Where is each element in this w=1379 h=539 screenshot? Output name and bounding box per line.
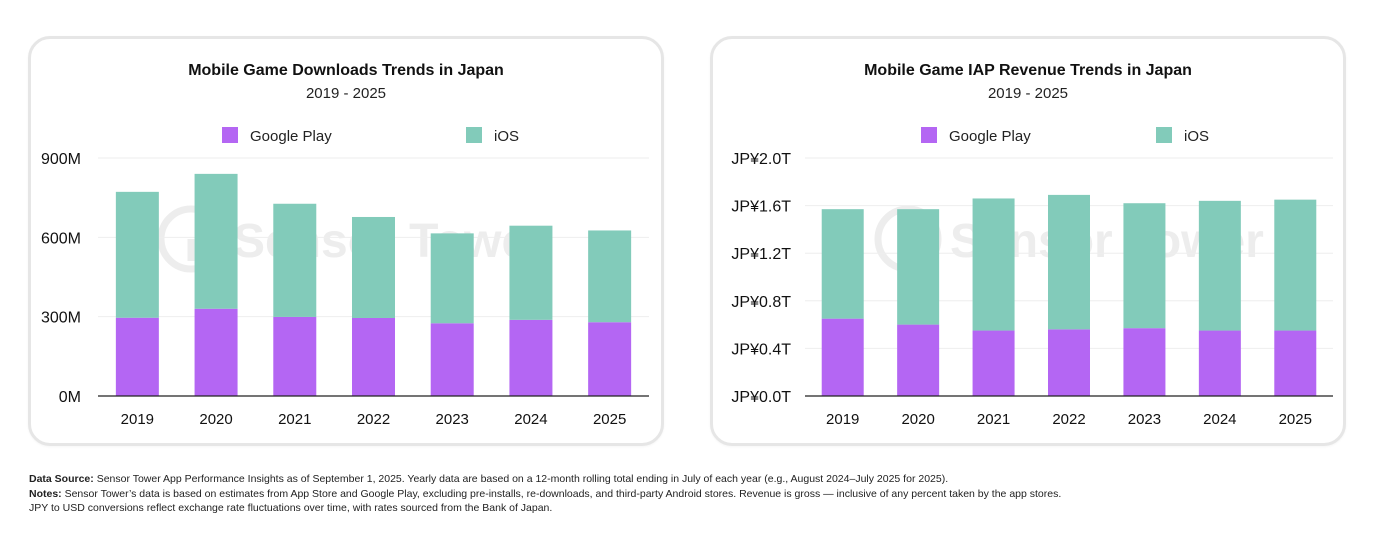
bar-google-play-2019 (821, 318, 864, 396)
data-source-note: Data Source: Sensor Tower App Performanc… (29, 472, 1349, 487)
x-tick-label: 2021 (278, 411, 311, 428)
legend-swatch-ios (466, 127, 482, 143)
bar-google-play-2020 (194, 308, 238, 396)
legend: Google Play iOS (222, 127, 519, 145)
chart-subtitle: 2019 - 2025 (988, 85, 1068, 102)
footnotes: Data Source: Sensor Tower App Performanc… (29, 472, 1349, 516)
legend-label-google-play: Google Play (949, 128, 1031, 145)
legend-label-ios: iOS (1184, 128, 1209, 145)
bar-google-play-2025 (588, 322, 632, 396)
bar-google-play-2021 (972, 330, 1015, 396)
bar-google-play-2025 (1274, 330, 1317, 396)
bar-ios-2024 (509, 225, 553, 320)
legend-swatch-ios (1156, 127, 1172, 143)
y-tick-label: JP¥1.6T (731, 199, 791, 216)
x-tick-label: 2021 (977, 411, 1010, 428)
conversion-note: JPY to USD conversions reflect exchange … (29, 502, 553, 515)
revenue-chart-card: Sensor Tower Mobile Game IAP Revenue Tren… (710, 36, 1346, 446)
legend-swatch-google-play (222, 127, 238, 143)
x-tick-label: 2024 (514, 411, 547, 428)
y-tick-label: 0M (59, 389, 81, 406)
y-tick-label: 900M (41, 151, 81, 168)
bar-ios-2023 (1123, 203, 1166, 329)
x-tick-label: 2024 (1203, 411, 1236, 428)
bar-ios-2025 (588, 230, 632, 323)
bar-ios-2019 (115, 191, 159, 318)
bar-ios-2021 (273, 203, 317, 317)
y-tick-label: JP¥1.2T (731, 246, 791, 263)
notes-note: Notes: Sensor Tower’s data is based on e… (29, 487, 1349, 502)
x-tick-label: 2022 (1052, 411, 1085, 428)
x-tick-label: 2025 (1279, 411, 1312, 428)
x-tick-label: 2020 (199, 411, 232, 428)
bar-ios-2022 (352, 216, 395, 318)
bar-google-play-2023 (1123, 328, 1166, 396)
y-tick-label: 600M (41, 230, 81, 247)
x-tick-label: 2019 (826, 411, 859, 428)
chart-title: Mobile Game Downloads Trends in Japan (188, 62, 504, 79)
x-tick-label: 2019 (121, 411, 154, 428)
y-tick-label: JP¥0.4T (731, 341, 791, 358)
bar-google-play-2022 (1048, 329, 1090, 396)
bar-ios-2023 (430, 233, 474, 324)
bar-ios-2020 (194, 173, 238, 309)
bar-google-play-2022 (352, 317, 395, 396)
x-tick-label: 2023 (1128, 411, 1161, 428)
y-tick-label: JP¥0.8T (731, 294, 791, 311)
bar-ios-2024 (1198, 200, 1241, 331)
legend-label-google-play: Google Play (250, 128, 332, 145)
y-tick-label: JP¥2.0T (731, 151, 791, 168)
bar-google-play-2021 (273, 316, 317, 396)
bar-google-play-2019 (115, 317, 159, 396)
bar-google-play-2020 (897, 324, 940, 396)
y-tick-label: 300M (41, 310, 81, 327)
bar-google-play-2024 (509, 319, 553, 396)
legend: Google Play iOS (921, 127, 1209, 145)
bar-google-play-2023 (430, 323, 474, 396)
x-tick-label: 2022 (357, 411, 390, 428)
bar-google-play-2024 (1198, 330, 1241, 396)
chart-title: Mobile Game IAP Revenue Trends in Japan (864, 62, 1192, 79)
chart-subtitle: 2019 - 2025 (306, 85, 386, 102)
x-tick-label: 2025 (593, 411, 626, 428)
bar-ios-2021 (972, 198, 1015, 331)
bar-ios-2019 (821, 209, 864, 319)
data-source-text: Sensor Tower App Performance Insights as… (93, 473, 949, 485)
bar-ios-2025 (1274, 199, 1317, 331)
bar-ios-2020 (897, 209, 940, 325)
bar-ios-2022 (1048, 194, 1090, 330)
notes-label: Notes: (29, 487, 62, 500)
y-tick-label: JP¥0.0T (731, 389, 791, 406)
notes-text: Sensor Tower’s data is based on estimate… (61, 487, 1062, 500)
x-tick-label: 2020 (901, 411, 934, 428)
legend-label-ios: iOS (494, 128, 519, 145)
x-tick-label: 2023 (436, 411, 469, 428)
data-source-label: Data Source: (29, 473, 94, 485)
legend-swatch-google-play (921, 127, 937, 143)
